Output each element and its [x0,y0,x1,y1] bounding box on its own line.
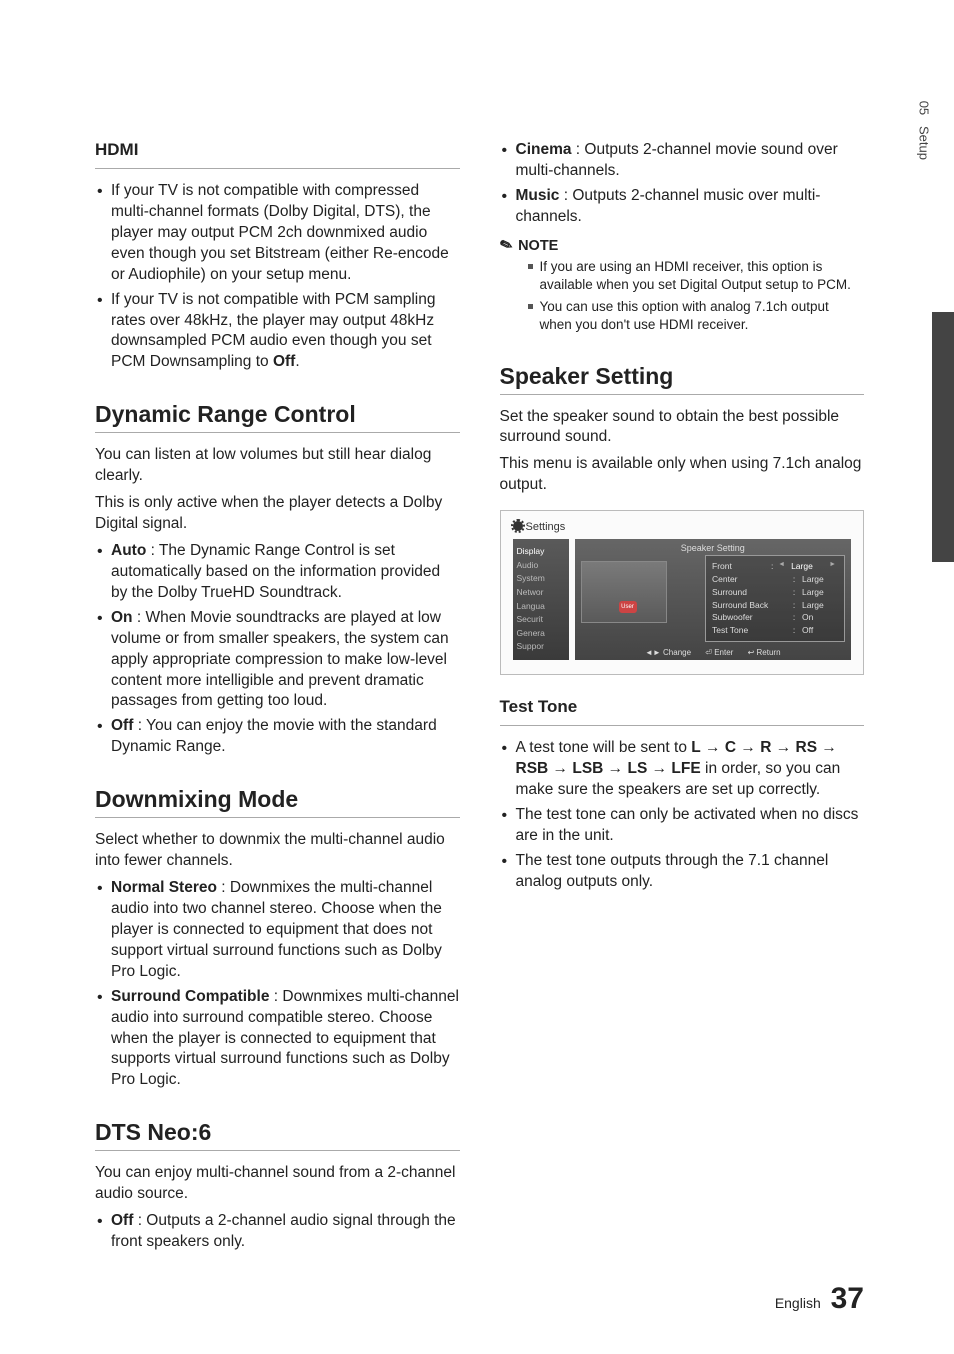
sidebar-item: Suppor [517,640,565,654]
list-item: The test tone can only be activated when… [500,805,865,847]
list-item: Normal Stereo : Downmixes the multi-chan… [95,878,460,983]
panel-row: Test Tone:Off [712,624,838,637]
page-lang: English [775,1295,821,1311]
list-item: Auto : The Dynamic Range Control is set … [95,541,460,604]
note-item: If you are using an HDMI receiver, this … [528,258,865,294]
right-column: Cinema : Outputs 2-channel movie sound o… [500,140,865,1257]
panel-row: Surround Back:Large [712,599,838,612]
room-diagram: User [581,561,667,623]
divider [95,168,460,169]
list-item: The test tone outputs through the 7.1 ch… [500,851,865,893]
side-tab [932,312,954,562]
dts-p: You can enjoy multi-channel sound from a… [95,1163,460,1205]
panel-row: Center:Large [712,573,838,586]
foot-change: ◄► Change [645,648,691,657]
note-item: You can use this option with analog 7.1c… [528,298,865,334]
divider [95,1150,460,1151]
list-item: Cinema : Outputs 2-channel movie sound o… [500,140,865,182]
drc-heading: Dynamic Range Control [95,401,460,428]
divider [500,394,865,395]
list-item: Music : Outputs 2-channel music over mul… [500,186,865,228]
sidebar-item: Securit [517,613,565,627]
divider [500,725,865,726]
page: HDMI If your TV is not compatible with c… [0,0,954,1307]
note-list: If you are using an HDMI receiver, this … [500,258,865,335]
dts-heading: DTS Neo:6 [95,1119,460,1146]
panel-title: Speaker Setting [581,543,846,553]
panel-head: Settings [513,521,852,533]
chapter-title: Setup [916,126,931,160]
note-heading: ✎NOTE [500,236,865,254]
panel-sidebar: Display Audio System Networ Langua Secur… [513,539,569,660]
list-item: Surround Compatible : Downmixes multi-ch… [95,987,460,1092]
list-item: On : When Movie soundtracks are played a… [95,608,460,713]
divider [95,432,460,433]
speaker-p1: Set the speaker sound to obtain the best… [500,407,865,449]
panel-main: Speaker Setting User Front:◄Large► Cente… [575,539,852,660]
top-list: Cinema : Outputs 2-channel movie sound o… [500,140,865,228]
list-item: If your TV is not compatible with PCM sa… [95,290,460,374]
drc-list: Auto : The Dynamic Range Control is set … [95,541,460,758]
side-tab-label: 05 Setup [916,101,931,160]
right-arrow-icon: ► [827,560,838,573]
panel-row: Surround:Large [712,586,838,599]
drc-p2: This is only active when the player dete… [95,493,460,535]
panel-footer: ◄► Change ⏎ Enter ↩ Return [575,648,852,657]
panel-row: Subwoofer:On [712,611,838,624]
panel-list: Front:◄Large► Center:Large Surround:Larg… [705,555,845,642]
note-icon: ✎ [497,234,515,255]
left-arrow-icon: ◄ [776,560,787,573]
test-list: A test tone will be sent to L → C → R → … [500,738,865,892]
gear-icon [513,521,523,531]
panel-row: Front:◄Large► [712,560,838,573]
speaker-heading: Speaker Setting [500,363,865,390]
left-column: HDMI If your TV is not compatible with c… [95,140,460,1257]
foot-return: ↩ Return [748,648,781,657]
sidebar-item: Audio [517,559,565,573]
list-item: A test tone will be sent to L → C → R → … [500,738,865,801]
test-heading: Test Tone [500,697,865,717]
hdmi-heading: HDMI [95,140,460,160]
chapter-num: 05 [916,101,931,115]
user-icon: User [619,601,637,613]
list-item: If your TV is not compatible with compre… [95,181,460,286]
sidebar-item: Genera [517,627,565,641]
sidebar-item: Langua [517,600,565,614]
page-num: 37 [831,1282,864,1315]
dts-list: Off : Outputs a 2-channel audio signal t… [95,1211,460,1253]
divider [95,817,460,818]
list-item: Off : Outputs a 2-channel audio signal t… [95,1211,460,1253]
list-item: Off : You can enjoy the movie with the s… [95,716,460,758]
speaker-p2: This menu is available only when using 7… [500,454,865,496]
dm-heading: Downmixing Mode [95,786,460,813]
foot-enter: ⏎ Enter [705,648,733,657]
hdmi-list: If your TV is not compatible with compre… [95,181,460,373]
sidebar-item: System [517,572,565,586]
page-number: English 37 [775,1282,864,1316]
sidebar-item: Display [517,545,565,559]
sidebar-item: Networ [517,586,565,600]
drc-p1: You can listen at low volumes but still … [95,445,460,487]
dm-p: Select whether to downmix the multi-chan… [95,830,460,872]
settings-panel: Settings Display Audio System Networ Lan… [500,510,865,675]
dm-list: Normal Stereo : Downmixes the multi-chan… [95,878,460,1091]
